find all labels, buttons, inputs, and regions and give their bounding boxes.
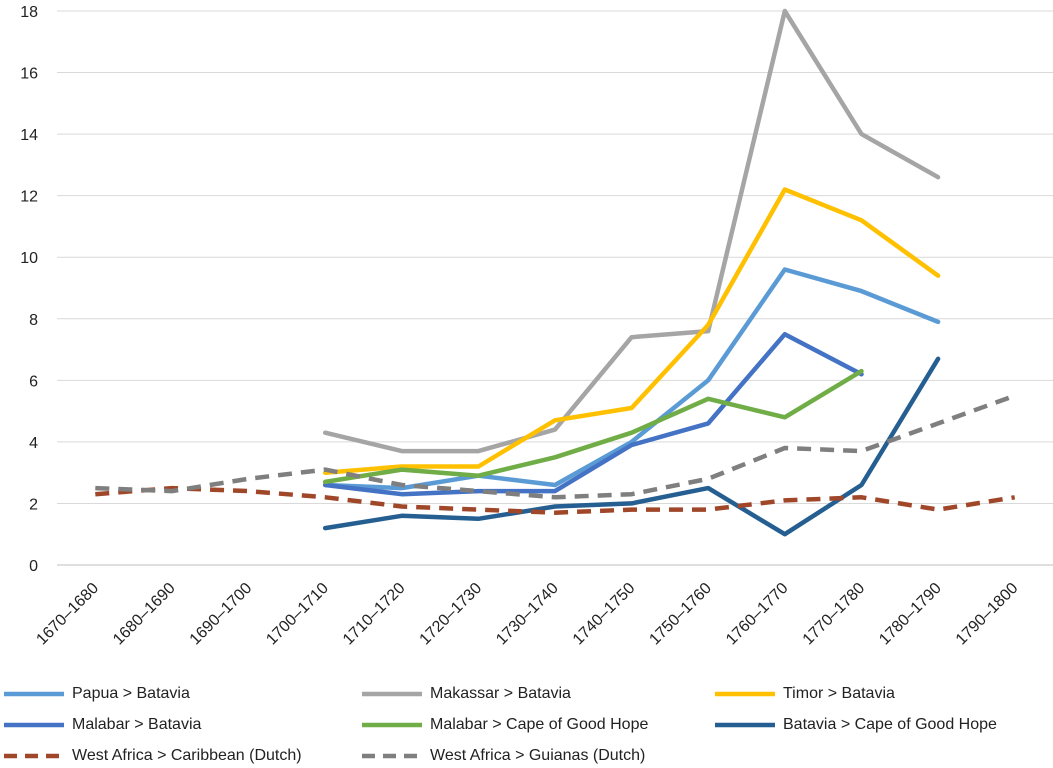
x-tick-label: 1720–1730 <box>417 580 486 649</box>
x-tick-label: 1700–1710 <box>263 580 332 649</box>
y-tick-label: 2 <box>29 496 38 513</box>
series-lines <box>95 8 1016 537</box>
legend-swatch <box>362 753 422 759</box>
series-line-6 <box>95 485 1016 515</box>
series-line-2 <box>322 187 941 475</box>
y-tick-label: 4 <box>29 435 38 452</box>
series-line-5 <box>322 356 941 537</box>
x-tick-labels: 1670–1680 1680–1690 1690–1700 1700–1710 1710… <box>33 580 1021 649</box>
legend-swatch <box>715 691 775 697</box>
x-tick-label: 1790–1800 <box>953 580 1022 649</box>
x-tick-label: 1770–1780 <box>800 580 869 649</box>
legend-label: Makassar > Batavia <box>430 685 571 702</box>
legend-item: Papua > Batavia <box>4 683 190 705</box>
x-tick-label: 1680–1690 <box>110 580 179 649</box>
series-line-1 <box>322 8 941 454</box>
y-tick-label: 8 <box>29 312 38 329</box>
y-tick-label: 0 <box>29 558 38 575</box>
y-tick-label: 6 <box>29 373 38 390</box>
legend-swatch <box>4 753 64 759</box>
y-tick-label: 18 <box>20 4 38 21</box>
x-tick-label: 1730–1740 <box>493 580 562 649</box>
x-tick-label: 1670–1680 <box>33 580 102 649</box>
legend-swatch <box>362 691 422 697</box>
legend-label: West Africa > Guianas (Dutch) <box>430 747 646 764</box>
legend-item: West Africa > Guianas (Dutch) <box>362 745 645 767</box>
line-chart: 0 2 4 6 8 10 12 14 16 18 1670–1680 1680–1690 1690–1… <box>20 4 1053 649</box>
y-tick-label: 16 <box>20 66 38 83</box>
legend-item: Makassar > Batavia <box>362 683 571 705</box>
legend-swatch <box>4 691 64 697</box>
y-tick-label: 10 <box>20 250 38 267</box>
y-tick-label: 14 <box>20 127 38 144</box>
x-tick-label: 1780–1790 <box>876 580 945 649</box>
legend-item: Timor > Batavia <box>715 683 895 705</box>
x-tick-label: 1760–1770 <box>723 580 792 649</box>
series-line-4 <box>322 368 864 485</box>
series-line-7 <box>95 393 1016 500</box>
legend-label: Timor > Batavia <box>783 685 895 702</box>
legend-swatch <box>4 722 64 728</box>
grid-lines <box>57 10 1053 504</box>
x-tick-label: 1690–1700 <box>187 580 256 649</box>
x-tick-label: 1740–1750 <box>570 580 639 649</box>
legend-item: Malabar > Batavia <box>4 714 201 736</box>
legend-item: Batavia > Cape of Good Hope <box>715 714 997 736</box>
legend-label: West Africa > Caribbean (Dutch) <box>72 747 302 764</box>
series-line-3 <box>322 331 864 497</box>
x-tick-label: 1750–1760 <box>646 580 715 649</box>
legend-item: Malabar > Cape of Good Hope <box>362 714 648 736</box>
y-tick-labels: 0 2 4 6 8 10 12 14 16 18 <box>20 4 38 575</box>
legend-swatch <box>715 722 775 728</box>
legend-label: Papua > Batavia <box>72 685 190 702</box>
legend-label: Malabar > Batavia <box>72 716 202 733</box>
legend-label: Malabar > Cape of Good Hope <box>430 716 649 733</box>
legend: Papua > Batavia Makassar > Batavia Timor >… <box>0 676 1053 768</box>
x-tick-label: 1710–1720 <box>340 580 409 649</box>
legend-swatch <box>362 722 422 728</box>
legend-item: West Africa > Caribbean (Dutch) <box>4 745 302 767</box>
y-tick-label: 12 <box>20 189 38 206</box>
series-line-0 <box>322 267 941 491</box>
legend-label: Batavia > Cape of Good Hope <box>783 716 997 733</box>
